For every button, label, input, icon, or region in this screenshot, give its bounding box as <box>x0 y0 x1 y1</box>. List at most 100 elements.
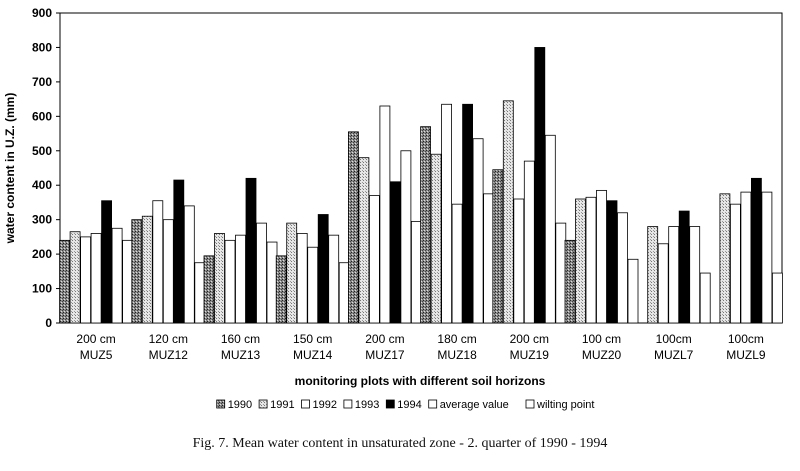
bar-1994-muz20 <box>606 200 618 324</box>
bar-1992-muzl7 <box>657 243 669 324</box>
bar-1991-muz17 <box>358 157 370 324</box>
bar-wilting-point-muz14 <box>338 262 350 324</box>
x-tick-label-plot: MUZ5 <box>80 348 113 362</box>
bar-1994-muz13 <box>245 177 257 324</box>
legend-swatch <box>343 399 353 409</box>
x-tick-label-depth: 120 cm <box>149 332 188 346</box>
y-tick-label: 200 <box>32 247 52 261</box>
bar-wilting-point-muz19 <box>555 222 567 324</box>
bar-1990-muz17 <box>347 131 359 324</box>
x-tick-label-depth: 180 cm <box>437 332 476 346</box>
bar-1992-muz13 <box>224 239 236 324</box>
bar-1994-muz18 <box>462 103 474 324</box>
bar-average-value-muz20 <box>617 212 628 324</box>
y-tick-label: 900 <box>32 6 52 20</box>
bar-1990-muz18 <box>420 126 432 324</box>
y-tick-label: 100 <box>32 282 52 296</box>
bar-1991-muz5 <box>69 231 81 324</box>
bar-1994-muz5 <box>101 200 112 324</box>
bar-1990-muz20 <box>564 239 576 324</box>
y-tick-label: 700 <box>32 75 52 89</box>
bar-average-value-muzl7 <box>689 226 701 324</box>
x-tick-label-plot: MUZ17 <box>365 348 405 362</box>
x-axis-title: monitoring plots with different soil hor… <box>295 374 546 388</box>
bar-1991-muz20 <box>575 198 586 324</box>
x-tick-label-depth: 100cm <box>656 332 692 346</box>
x-tick-label-plot: MUZ12 <box>149 348 189 362</box>
legend: 1990 1991 1992 1993 1994 average value wilting… <box>216 399 594 411</box>
legend-swatch <box>525 399 535 409</box>
bar-1991-muz12 <box>141 215 153 324</box>
bar-wilting-point-muzl9 <box>772 272 783 324</box>
x-tick-label-depth: 200 cm <box>365 332 404 346</box>
x-tick-label-depth: 100 cm <box>582 332 621 346</box>
bar-1991-muzl9 <box>719 193 731 324</box>
x-tick-label-plot: MUZ14 <box>293 348 333 362</box>
bar-1992-muz17 <box>368 195 380 324</box>
legend-label: 1990 <box>228 399 252 411</box>
legend-label: wilting point <box>536 399 594 411</box>
bar-wilting-point-muzl7 <box>699 272 711 324</box>
bar-1993-muz20 <box>596 189 607 324</box>
bar-average-value-muz19 <box>544 134 556 324</box>
y-axis: 0 100 200 300 400 500 600 700 800 900 <box>32 6 60 330</box>
bar-1993-muz5 <box>90 233 102 324</box>
y-axis-title: water content in U.Z. (mm) <box>3 93 17 245</box>
legend-swatch <box>216 399 226 409</box>
legend-label: average value <box>440 399 509 411</box>
y-tick-label: 0 <box>45 316 52 330</box>
bar-1992-muz5 <box>80 236 91 324</box>
figure-caption: Fig. 7. Mean water content in unsaturate… <box>192 436 608 451</box>
bar-1990-muz14 <box>275 255 287 324</box>
bar-1991-muzl7 <box>647 226 659 324</box>
bar-1994-muz19 <box>534 47 546 324</box>
bar-1991-muz13 <box>214 233 225 324</box>
x-axis: 200 cm MUZ5 120 cm MUZ12 160 cm MUZ13 150 cm MU… <box>76 332 765 362</box>
bar-average-value-muz17 <box>400 150 412 324</box>
x-tick-label-plot: MUZ18 <box>437 348 477 362</box>
bar-1990-muz13 <box>203 255 215 324</box>
x-tick-label-plot: MUZL7 <box>654 348 694 362</box>
bar-1993-muz12 <box>162 219 174 324</box>
x-tick-label-depth: 160 cm <box>221 332 260 346</box>
y-tick-label: 500 <box>32 144 52 158</box>
bar-1992-muz20 <box>585 196 597 324</box>
y-tick-label: 300 <box>32 213 52 227</box>
bar-1991-muz14 <box>286 222 298 324</box>
bar-1991-muz19 <box>502 100 514 324</box>
bar-1990-muz12 <box>131 219 143 324</box>
bar-1993-muz18 <box>451 203 463 324</box>
x-tick-label-plot: MUZL9 <box>726 348 766 362</box>
bar-1993-muzl9 <box>740 191 752 324</box>
x-tick-label-plot: MUZ13 <box>221 348 261 362</box>
bar-1991-muz18 <box>430 153 442 324</box>
x-tick-label-plot: MUZ20 <box>582 348 622 362</box>
y-tick-label: 800 <box>32 40 52 54</box>
bar-1994-muzl9 <box>751 177 762 324</box>
y-tick-label: 400 <box>32 178 52 192</box>
bar-1992-muz18 <box>441 103 453 324</box>
x-tick-label-depth: 200 cm <box>510 332 549 346</box>
bar-average-value-muz18 <box>472 138 484 324</box>
bar-1993-muz19 <box>523 160 535 324</box>
bar-1993-muz17 <box>379 105 391 324</box>
legend-swatch <box>301 399 310 409</box>
legend-swatch <box>385 399 395 409</box>
x-tick-label-depth: 150 cm <box>293 332 332 346</box>
bar-average-value-muz12 <box>183 205 195 324</box>
legend-swatch <box>428 399 438 409</box>
bar-wilting-point-muz18 <box>483 193 495 324</box>
legend-label: 1992 <box>313 399 337 411</box>
bar-1994-muz12 <box>173 179 185 324</box>
legend-label: 1994 <box>397 399 421 411</box>
bars <box>59 47 783 324</box>
bar-1992-muz12 <box>152 200 164 324</box>
legend-label: 1991 <box>270 399 294 411</box>
bar-wilting-point-muz17 <box>410 220 422 324</box>
bar-average-value-muz14 <box>328 234 340 324</box>
bar-1990-muz5 <box>59 239 70 324</box>
bar-average-value-muzl9 <box>761 191 773 324</box>
bar-wilting-point-muz5 <box>122 239 133 324</box>
bar-1994-muz17 <box>389 181 401 324</box>
